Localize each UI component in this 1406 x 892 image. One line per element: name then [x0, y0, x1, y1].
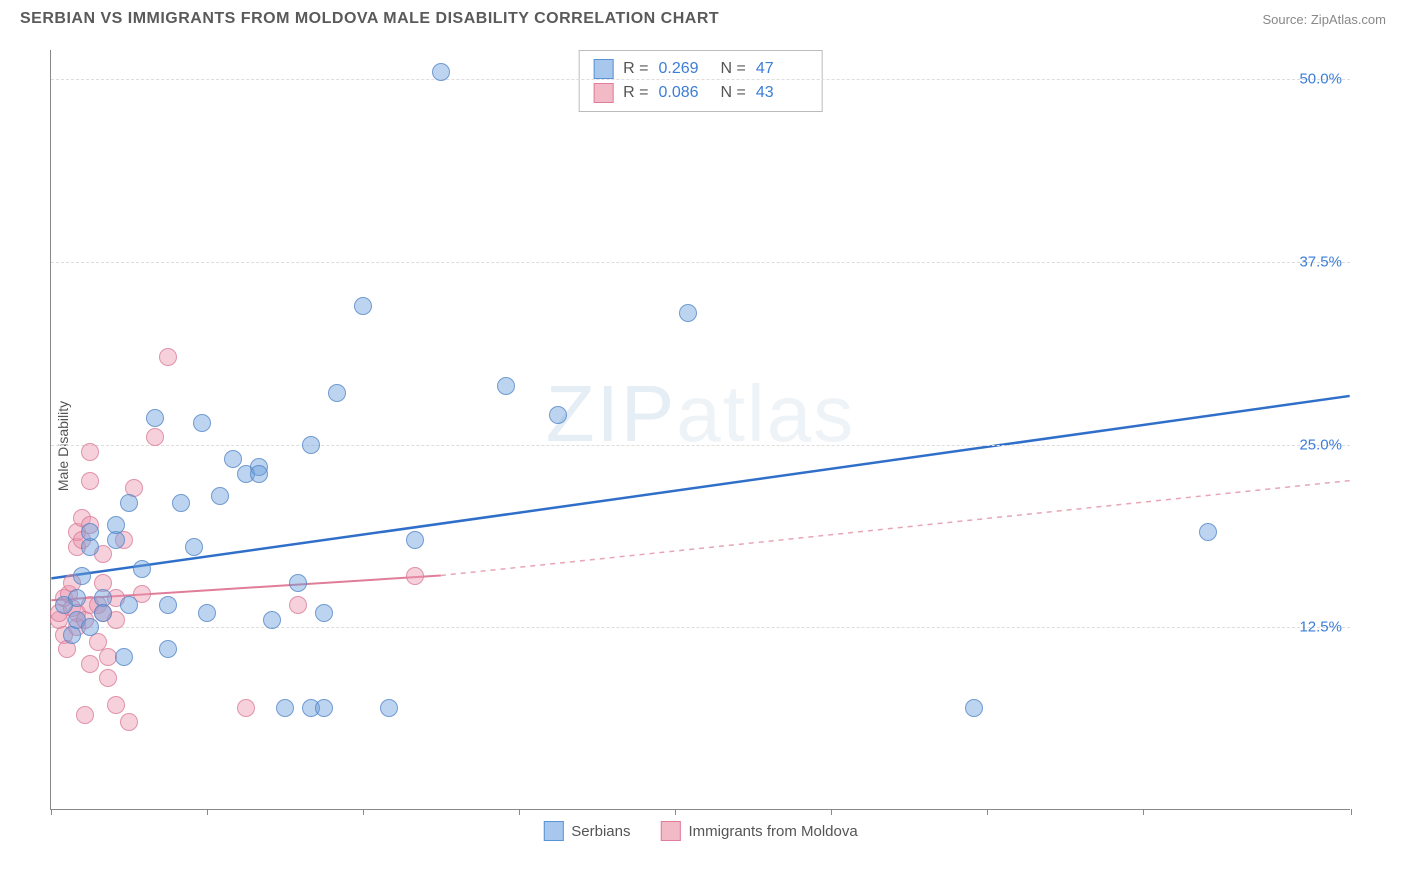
legend-label-serbians: Serbians [571, 823, 630, 840]
scatter-point-serbians [497, 377, 515, 395]
scatter-point-serbians [172, 494, 190, 512]
chart-title: SERBIAN VS IMMIGRANTS FROM MOLDOVA MALE … [20, 10, 719, 28]
scatter-point-serbians [289, 574, 307, 592]
y-tick-label: 50.0% [1299, 71, 1342, 88]
scatter-point-serbians [549, 406, 567, 424]
legend-row-2: R = 0.086 N = 43 [593, 81, 808, 105]
scatter-point-moldova [120, 713, 138, 731]
legend-item-moldova: Immigrants from Moldova [660, 821, 857, 841]
swatch-series1 [593, 59, 613, 79]
trend-lines [51, 50, 1350, 809]
scatter-point-serbians [224, 450, 242, 468]
r-value-2: 0.086 [659, 84, 711, 102]
scatter-point-serbians [159, 596, 177, 614]
y-tick-label: 37.5% [1299, 253, 1342, 270]
scatter-point-moldova [237, 699, 255, 717]
scatter-point-serbians [328, 384, 346, 402]
gridline [51, 262, 1350, 263]
scatter-point-serbians [276, 699, 294, 717]
n-value-2: 43 [756, 84, 808, 102]
x-tick [987, 809, 988, 815]
n-label-2: N = [721, 84, 746, 102]
scatter-point-moldova [107, 696, 125, 714]
source-name: ZipAtlas.com [1311, 12, 1386, 27]
scatter-point-serbians [302, 436, 320, 454]
scatter-point-moldova [81, 655, 99, 673]
scatter-point-serbians [354, 297, 372, 315]
r-value-1: 0.269 [659, 60, 711, 78]
scatter-point-moldova [81, 443, 99, 461]
x-tick [519, 809, 520, 815]
swatch-serbians [543, 821, 563, 841]
swatch-moldova [660, 821, 680, 841]
scatter-point-serbians [432, 63, 450, 81]
legend-row-1: R = 0.269 N = 47 [593, 57, 808, 81]
scatter-point-serbians [107, 516, 125, 534]
x-tick [675, 809, 676, 815]
scatter-point-serbians [315, 699, 333, 717]
swatch-series2 [593, 83, 613, 103]
r-label-1: R = [623, 60, 648, 78]
scatter-point-moldova [81, 472, 99, 490]
scatter-point-moldova [99, 669, 117, 687]
scatter-point-serbians [263, 611, 281, 629]
scatter-point-serbians [250, 465, 268, 483]
n-label-1: N = [721, 60, 746, 78]
scatter-point-serbians [115, 648, 133, 666]
scatter-point-serbians [965, 699, 983, 717]
x-tick [363, 809, 364, 815]
series-legend: Serbians Immigrants from Moldova [543, 821, 857, 841]
scatter-point-serbians [120, 494, 138, 512]
y-tick-label: 12.5% [1299, 619, 1342, 636]
legend-label-moldova: Immigrants from Moldova [688, 823, 857, 840]
scatter-point-moldova [146, 428, 164, 446]
watermark: ZIPatlas [546, 368, 855, 460]
source-attribution: Source: ZipAtlas.com [1262, 12, 1386, 27]
scatter-point-serbians [315, 604, 333, 622]
header: SERBIAN VS IMMIGRANTS FROM MOLDOVA MALE … [0, 0, 1406, 36]
scatter-point-serbians [146, 409, 164, 427]
r-label-2: R = [623, 84, 648, 102]
scatter-point-serbians [68, 589, 86, 607]
y-tick-label: 25.0% [1299, 436, 1342, 453]
gridline [51, 627, 1350, 628]
correlation-legend: R = 0.269 N = 47 R = 0.086 N = 43 [578, 50, 823, 112]
scatter-point-serbians [94, 604, 112, 622]
x-tick [51, 809, 52, 815]
scatter-point-serbians [1199, 523, 1217, 541]
source-prefix: Source: [1262, 12, 1310, 27]
n-value-1: 47 [756, 60, 808, 78]
legend-item-serbians: Serbians [543, 821, 630, 841]
scatter-point-serbians [133, 560, 151, 578]
scatter-point-serbians [380, 699, 398, 717]
scatter-point-serbians [406, 531, 424, 549]
scatter-point-moldova [406, 567, 424, 585]
scatter-chart: ZIPatlas R = 0.269 N = 47 R = 0.086 N = … [50, 50, 1350, 810]
x-tick [207, 809, 208, 815]
scatter-point-serbians [120, 596, 138, 614]
gridline [51, 79, 1350, 80]
scatter-point-serbians [81, 618, 99, 636]
scatter-point-serbians [211, 487, 229, 505]
scatter-point-serbians [159, 640, 177, 658]
scatter-point-serbians [193, 414, 211, 432]
x-tick [1351, 809, 1352, 815]
x-tick [831, 809, 832, 815]
gridline [51, 445, 1350, 446]
x-tick [1143, 809, 1144, 815]
scatter-point-serbians [73, 567, 91, 585]
scatter-point-serbians [679, 304, 697, 322]
scatter-point-moldova [159, 348, 177, 366]
scatter-point-moldova [289, 596, 307, 614]
scatter-point-moldova [76, 706, 94, 724]
scatter-point-serbians [81, 523, 99, 541]
scatter-point-serbians [185, 538, 203, 556]
scatter-point-serbians [198, 604, 216, 622]
